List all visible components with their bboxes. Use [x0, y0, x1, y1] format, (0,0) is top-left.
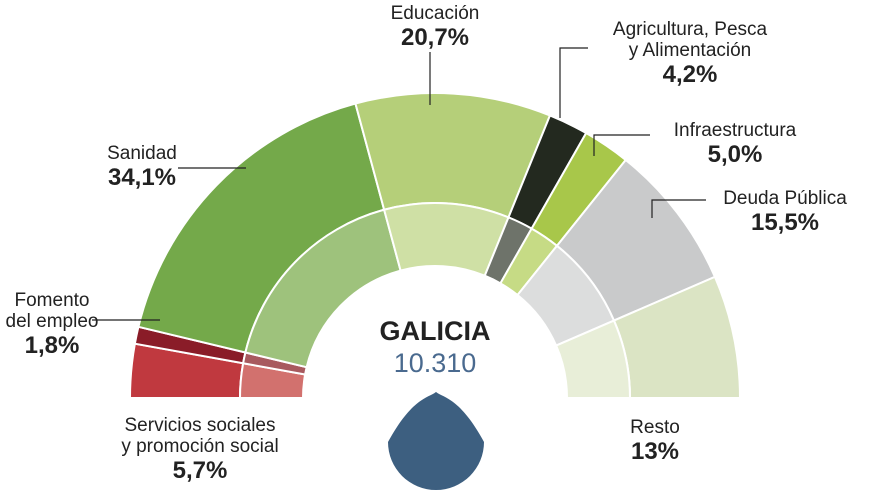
slice-name-deuda: Deuda Pública	[723, 188, 847, 209]
slice-value-resto: 13%	[630, 437, 680, 465]
leader-line-6	[651, 199, 706, 218]
label-agricultura: Agricultura, Pesca y Alimentación 4,2%	[590, 19, 790, 88]
slice-value-infraestructura: 5,0%	[707, 140, 763, 168]
slice-value-fomento: 1,8%	[24, 331, 80, 359]
label-sanidad: Sanidad 34,1%	[82, 143, 202, 191]
slice-name-fomento-2: del empleo	[5, 310, 99, 332]
center-total: 10.310	[393, 348, 477, 378]
slice-name-resto: Resto	[630, 417, 680, 438]
label-deuda: Deuda Pública 15,5%	[700, 188, 870, 236]
label-infraestructura: Infraestructura 5,0%	[640, 120, 830, 168]
label-educacion: Educación 20,7%	[360, 3, 510, 51]
slice-name-sanidad: Sanidad	[107, 143, 177, 164]
slice-name-infraestructura: Infraestructura	[673, 120, 797, 141]
slice-name-servicios-2: y promoción social	[121, 435, 279, 457]
slice-name-fomento-1: Fomento	[14, 290, 90, 311]
label-resto: Resto 13%	[595, 417, 715, 465]
slice-value-sanidad: 34,1%	[107, 163, 177, 191]
center-title: GALICIA	[379, 316, 491, 346]
leader-line-5	[593, 134, 650, 156]
leader-line-4	[559, 47, 588, 118]
label-servicios: Servicios sociales y promoción social 5,…	[100, 415, 300, 484]
slice-name-educacion: Educación	[390, 3, 480, 24]
slice-value-agricultura: 4,2%	[662, 60, 718, 88]
slice-name-agricultura-2: y Alimentación	[628, 39, 752, 61]
slice-value-educacion: 20,7%	[400, 23, 470, 51]
slice-name-servicios-1: Servicios sociales	[124, 415, 276, 436]
drop-marker-icon	[388, 392, 484, 490]
slice-value-servicios: 5,7%	[172, 456, 228, 484]
label-fomento: Fomento del empleo 1,8%	[0, 290, 104, 359]
slice-value-deuda: 15,5%	[750, 208, 820, 236]
slice-name-agricultura-1: Agricultura, Pesca	[612, 19, 768, 40]
slice-7-inner	[554, 319, 632, 399]
